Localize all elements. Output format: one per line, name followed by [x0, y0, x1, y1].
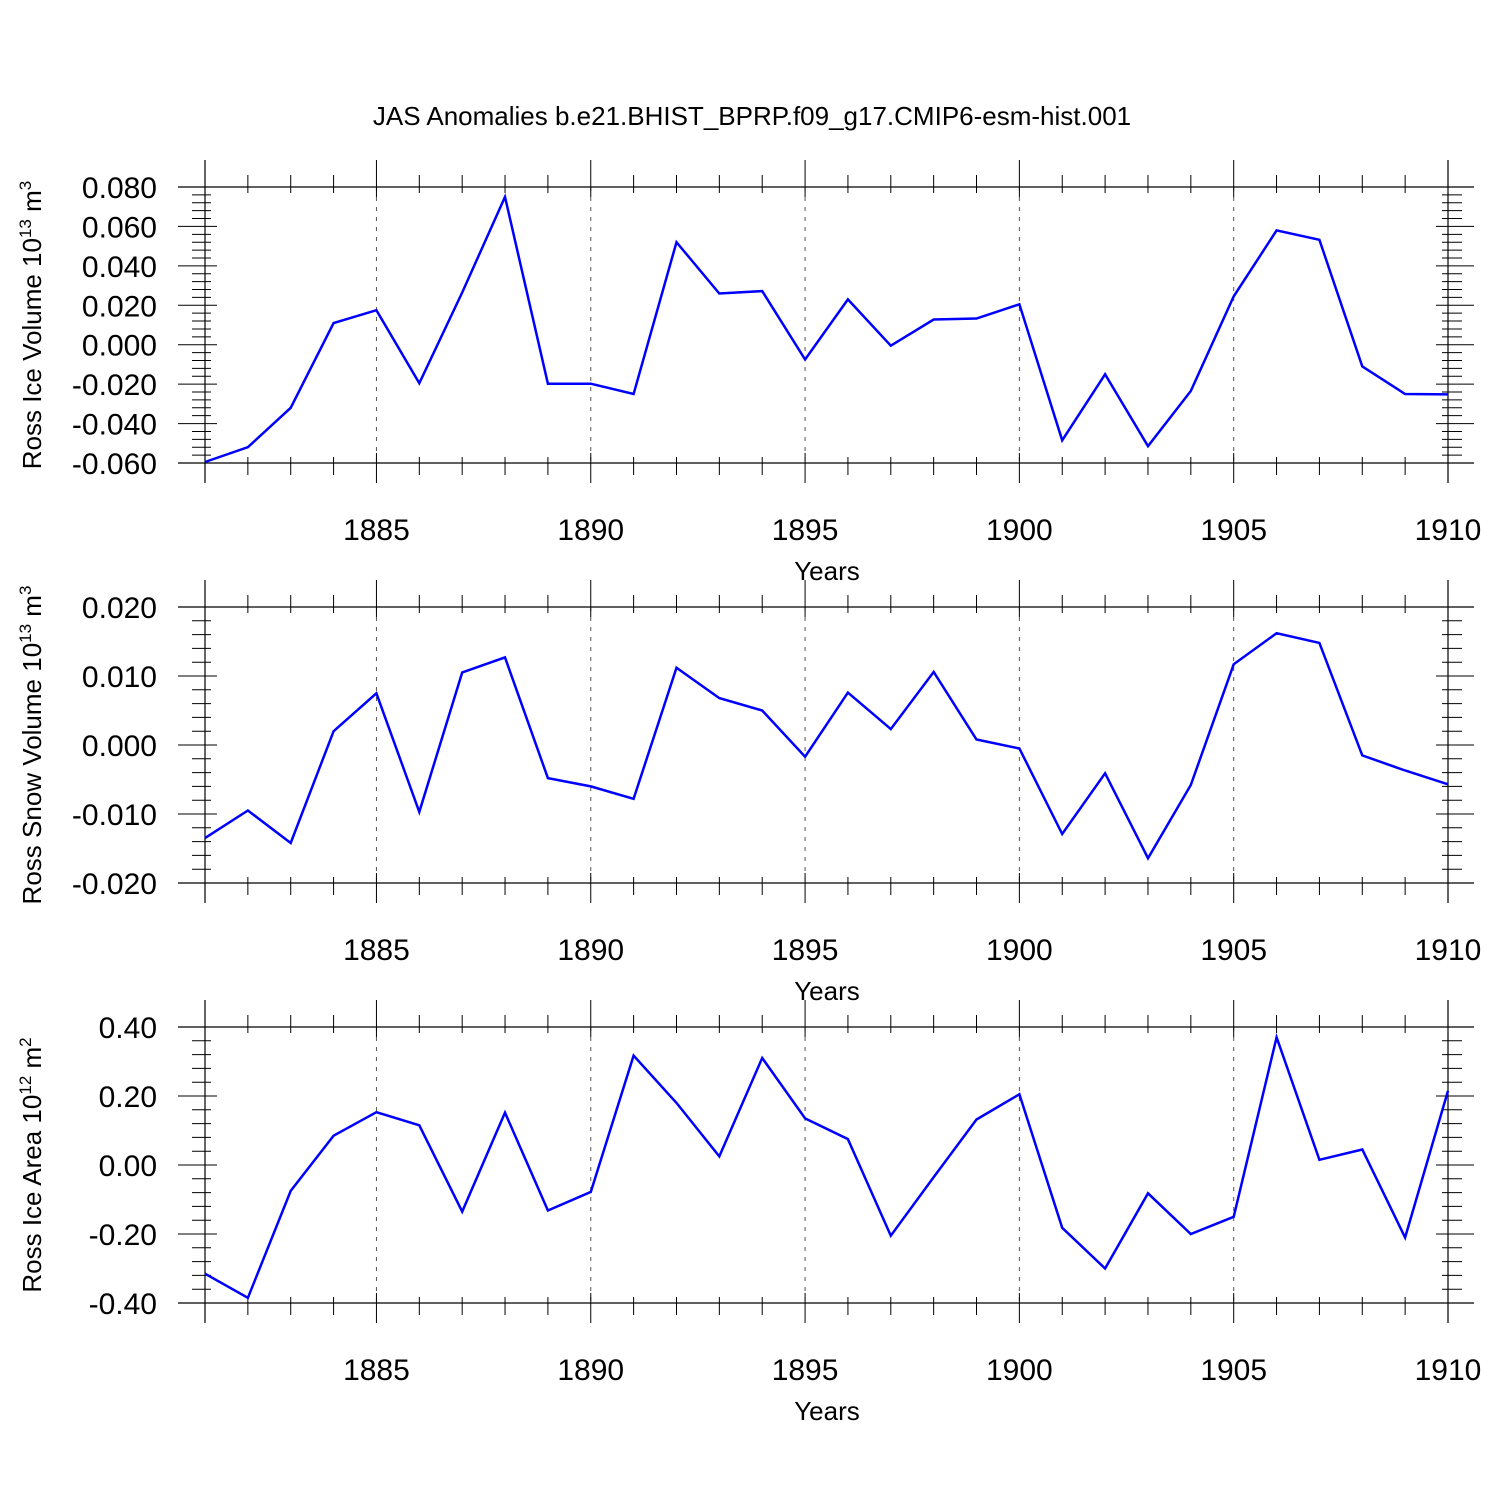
y-tick-label: 0.010: [82, 661, 157, 694]
x-tick-label: 1885: [343, 1354, 410, 1387]
x-axis-label: Years: [794, 976, 860, 1006]
x-axis-label: Years: [794, 556, 860, 586]
y-axis-label: Ross Ice Volume 1013 m3: [16, 181, 47, 470]
y-tick-label: 0.060: [82, 211, 157, 244]
x-tick-label: 1910: [1415, 1354, 1482, 1387]
y-tick-label: 0.080: [82, 172, 157, 205]
x-tick-label: 1895: [772, 1354, 839, 1387]
y-axis-label-superscript: 13: [16, 219, 35, 238]
series-line: [204, 1032, 1450, 1300]
y-axis-label-part: m: [17, 595, 47, 624]
series-line: [204, 192, 1449, 464]
y-tick-label: -0.020: [72, 369, 157, 402]
y-axis-label-part: m: [17, 1047, 47, 1076]
panel-3: 1885 1890 1895 1900 1905 1910 Years 0.40 0.20 0.0…: [16, 1000, 1481, 1426]
x-tick-label: 1905: [1200, 934, 1267, 967]
y-tick-label: 0.040: [82, 251, 157, 284]
y-tick-label: -0.040: [72, 409, 157, 442]
y-tick-label: 0.00: [99, 1150, 157, 1183]
y-tick-label: -0.060: [72, 448, 157, 481]
y-axis-label-superscript: 12: [16, 1076, 35, 1095]
y-tick-label: -0.010: [72, 799, 157, 832]
x-tick-label: 1890: [557, 1354, 624, 1387]
y-axis-label-part: Ross Ice Volume 10: [17, 238, 47, 469]
y-tick-label: 0.000: [82, 330, 157, 363]
y-tick-label: 0.020: [82, 592, 157, 625]
y-tick-label: -0.40: [89, 1288, 157, 1321]
y-tick-label: 0.000: [82, 730, 157, 763]
y-axis-label-superscript: 13: [16, 624, 35, 643]
panel-2: 1885 1890 1895 1900 1905 1910 Years 0.020 0.010 0…: [16, 580, 1481, 1006]
y-tick-label: 0.20: [99, 1081, 157, 1114]
x-tick-label: 1885: [343, 514, 410, 547]
x-tick-label: 1905: [1200, 1354, 1267, 1387]
y-axis-label-part: Ross Ice Area 10: [17, 1095, 47, 1293]
y-tick-label: 0.020: [82, 290, 157, 323]
x-tick-label: 1910: [1415, 934, 1482, 967]
x-tick-label: 1900: [986, 514, 1053, 547]
y-axis-label-part: Ross Snow Volume 10: [17, 643, 47, 905]
chart-title: JAS Anomalies b.e21.BHIST_BPRP.f09_g17.C…: [373, 101, 1131, 131]
x-tick-label: 1890: [557, 934, 624, 967]
x-tick-label: 1910: [1415, 514, 1482, 547]
x-tick-label: 1890: [557, 514, 624, 547]
y-axis-label-superscript: 3: [16, 586, 35, 595]
y-tick-label: -0.020: [72, 868, 157, 901]
y-tick-label: -0.20: [89, 1219, 157, 1252]
x-tick-label: 1900: [986, 1354, 1053, 1387]
y-axis-label: Ross Ice Area 1012 m2: [16, 1037, 47, 1292]
series-line: [204, 631, 1449, 861]
panel-1: 1885 1890 1895 1900 1905 1910 Years 0.080 0.060 0…: [16, 160, 1481, 586]
x-tick-label: 1895: [772, 934, 839, 967]
x-tick-label: 1895: [772, 514, 839, 547]
x-tick-label: 1900: [986, 934, 1053, 967]
x-tick-label: 1905: [1200, 514, 1267, 547]
x-tick-label: 1885: [343, 934, 410, 967]
y-axis-label: Ross Snow Volume 1013 m3: [16, 586, 47, 905]
y-axis-label-superscript: 3: [16, 181, 35, 190]
y-axis-label-part: m: [17, 190, 47, 219]
y-tick-label: 0.40: [99, 1012, 157, 1045]
x-axis-label: Years: [794, 1396, 860, 1426]
y-axis-label-superscript: 2: [16, 1037, 35, 1046]
